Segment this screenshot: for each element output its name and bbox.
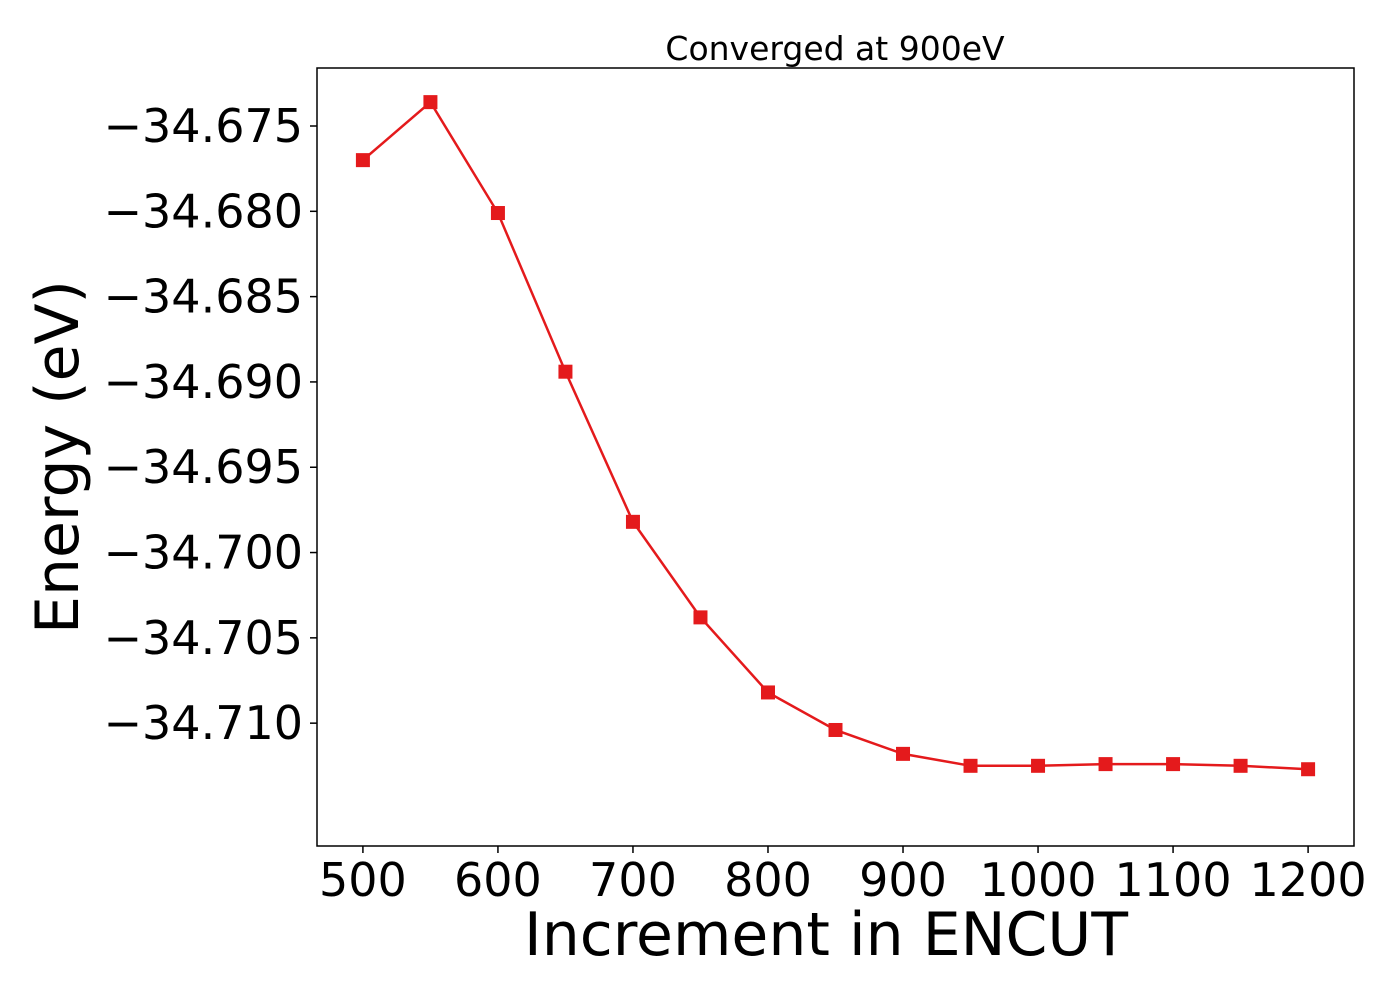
data-point-marker xyxy=(963,758,978,773)
data-point-marker xyxy=(1301,762,1316,777)
y-tick-label: −34.705 xyxy=(104,611,304,665)
x-tick-label: 800 xyxy=(724,853,812,907)
x-tick-label: 500 xyxy=(319,853,407,907)
series-line xyxy=(362,100,1309,771)
data-point-marker xyxy=(760,685,775,700)
y-tick-label: −34.710 xyxy=(104,696,304,750)
y-tick-label: −34.675 xyxy=(104,99,304,153)
chart-title: Converged at 900eV xyxy=(665,29,1005,68)
data-point-marker xyxy=(693,610,708,625)
x-axis-label: Increment in ENCUT xyxy=(524,900,1128,970)
y-tick-label: −34.695 xyxy=(104,440,304,494)
y-axis-ticks: −34.675 −34.680 −34.685 −34.690 −34.695 −34.7… xyxy=(104,99,317,750)
plot-area xyxy=(316,67,1355,847)
data-point-marker xyxy=(355,153,370,168)
x-tick-label: 900 xyxy=(859,853,947,907)
x-tick-label: 700 xyxy=(589,853,677,907)
data-point-marker xyxy=(558,364,573,379)
data-point-marker xyxy=(1098,757,1113,772)
data-point-marker xyxy=(490,206,505,221)
y-tick-label: −34.685 xyxy=(104,270,304,324)
data-point-marker xyxy=(423,95,438,110)
x-tick-label: 1000 xyxy=(980,853,1097,907)
y-tick-label: −34.700 xyxy=(104,526,304,580)
data-point-marker xyxy=(1166,757,1181,772)
y-tick-label: −34.680 xyxy=(104,184,304,238)
series-group xyxy=(355,95,1316,777)
data-point-marker xyxy=(1233,758,1248,773)
data-point-marker xyxy=(625,514,640,529)
x-tick-label: 1200 xyxy=(1250,853,1367,907)
y-tick-label: −34.690 xyxy=(104,355,304,409)
data-point-marker xyxy=(1031,758,1046,773)
x-tick-label: 600 xyxy=(454,853,542,907)
y-axis-label: Energy (eV) xyxy=(23,280,93,634)
x-tick-label: 1100 xyxy=(1115,853,1232,907)
data-point-marker xyxy=(828,722,843,737)
data-point-marker xyxy=(896,746,911,761)
x-axis-ticks: 500 600 700 800 900 1000 1100 1200 xyxy=(319,846,1367,907)
